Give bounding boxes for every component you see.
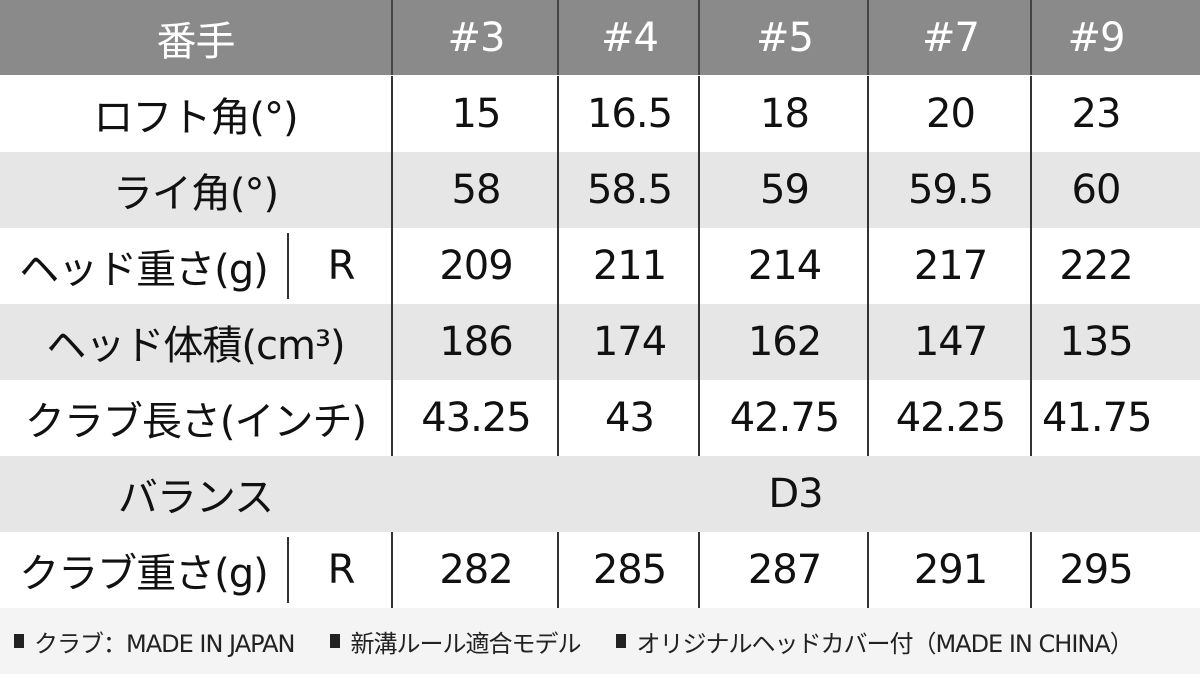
row-label: ヘッド体積(cm³) bbox=[46, 323, 345, 369]
header-club-7: #7 bbox=[867, 0, 1032, 75]
cell: 214 bbox=[698, 228, 869, 304]
table-row-head-weight: ヘッド重さ(g) R 209 211 214 217 222 bbox=[0, 228, 1200, 304]
row-label: ロフト角(°) bbox=[93, 95, 298, 141]
square-bullet-icon bbox=[616, 634, 627, 648]
cell: 287 bbox=[698, 532, 869, 608]
cell: 285 bbox=[557, 532, 700, 608]
note: クラブ：MADE IN JAPAN bbox=[14, 624, 295, 659]
cell: 58 bbox=[391, 152, 559, 228]
row-label: クラブ長さ(インチ) bbox=[24, 399, 367, 445]
cell: 282 bbox=[391, 532, 559, 608]
header-club-5: #5 bbox=[698, 0, 869, 75]
table-row-club-weight: クラブ重さ(g) R 282 285 287 291 295 bbox=[0, 532, 1200, 608]
square-bullet-icon bbox=[330, 634, 341, 648]
cell: 42.75 bbox=[698, 380, 869, 456]
cell: 135 bbox=[1030, 304, 1200, 380]
header-label: 番手 bbox=[156, 18, 236, 65]
cell: 15 bbox=[391, 76, 559, 152]
row-label: ライ角(°) bbox=[112, 171, 279, 217]
cell: 23 bbox=[1030, 76, 1200, 152]
cell: 59 bbox=[698, 152, 869, 228]
cell: 295 bbox=[1030, 532, 1200, 608]
cell: 58.5 bbox=[557, 152, 700, 228]
cell: 162 bbox=[698, 304, 869, 380]
cell: 222 bbox=[1030, 228, 1200, 304]
cell: 20 bbox=[867, 76, 1032, 152]
flex-label: R bbox=[287, 233, 393, 299]
header-row: 番手 #3 #4 #5 #7 #9 bbox=[0, 0, 1200, 75]
footer-notes: クラブ：MADE IN JAPAN 新溝ルール適合モデル オリジナルヘッドカバー… bbox=[0, 608, 1200, 674]
cell: 43 bbox=[557, 380, 700, 456]
cell: 42.25 bbox=[867, 380, 1032, 456]
table-row-club-length: クラブ長さ(インチ) 43.25 43 42.75 42.25 41.75 bbox=[0, 380, 1200, 456]
table-row-lie: ライ角(°) 58 58.5 59 59.5 60 bbox=[0, 152, 1200, 228]
table-row-head-volume: ヘッド体積(cm³) 186 174 162 147 135 bbox=[0, 304, 1200, 380]
header-club-9: #9 bbox=[1030, 0, 1200, 75]
row-label: ヘッド重さ(g) bbox=[19, 247, 269, 293]
table-row-balance: バランス D3 bbox=[0, 456, 1200, 532]
cell: 43.25 bbox=[391, 380, 559, 456]
cell: 186 bbox=[391, 304, 559, 380]
header-club-4: #4 bbox=[557, 0, 700, 75]
cell: 41.75 bbox=[1030, 380, 1200, 456]
square-bullet-icon bbox=[14, 634, 24, 648]
cell: 217 bbox=[867, 228, 1032, 304]
note: 新溝ルール適合モデル bbox=[330, 624, 581, 659]
cell: 291 bbox=[867, 532, 1032, 608]
cell: 18 bbox=[698, 76, 869, 152]
cell: 16.5 bbox=[557, 76, 700, 152]
cell: 211 bbox=[557, 228, 700, 304]
cell: 209 bbox=[391, 228, 559, 304]
note-text: オリジナルヘッドカバー付（MADE IN CHINA） bbox=[636, 629, 1133, 658]
table-row-loft: ロフト角(°) 15 16.5 18 20 23 bbox=[0, 76, 1200, 152]
row-label: バランス bbox=[117, 475, 274, 521]
cell: 174 bbox=[557, 304, 700, 380]
header-club-3: #3 bbox=[391, 0, 559, 75]
cell: 60 bbox=[1030, 152, 1200, 228]
note-text: 新溝ルール適合モデル bbox=[350, 629, 581, 658]
flex-label: R bbox=[287, 537, 393, 603]
balance-value: D3 bbox=[768, 471, 823, 517]
note-text: クラブ：MADE IN JAPAN bbox=[34, 629, 295, 658]
cell: 147 bbox=[867, 304, 1032, 380]
note: オリジナルヘッドカバー付（MADE IN CHINA） bbox=[616, 624, 1134, 659]
row-label: クラブ重さ(g) bbox=[19, 551, 269, 597]
cell: 59.5 bbox=[867, 152, 1032, 228]
